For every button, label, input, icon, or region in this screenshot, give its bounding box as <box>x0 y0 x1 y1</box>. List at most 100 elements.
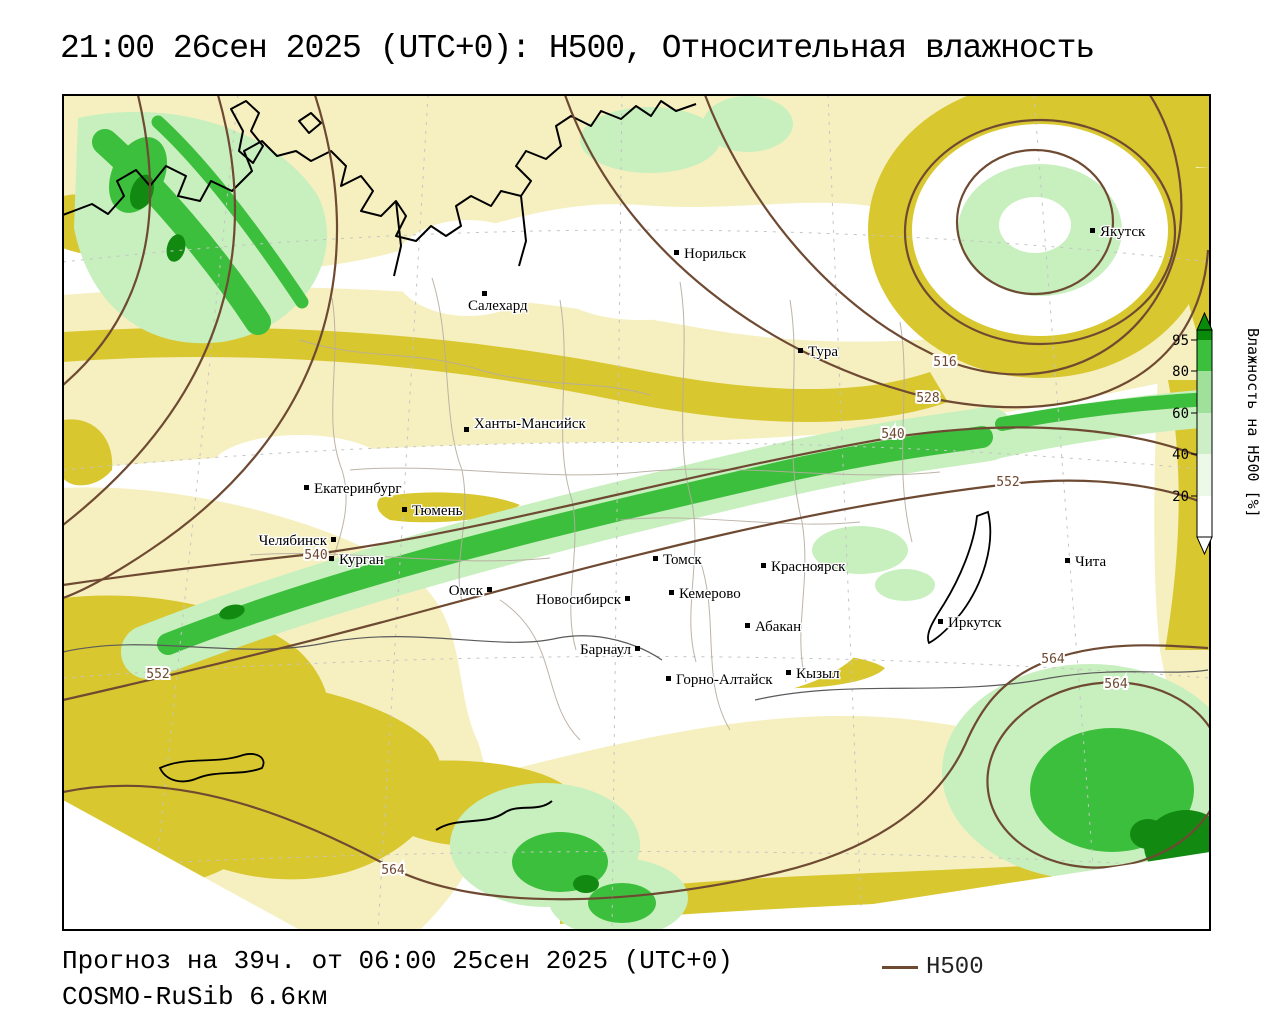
humidity-band-green <box>157 426 993 655</box>
city: Горно-Алтайск <box>666 671 775 689</box>
city-label: Красноярск <box>771 559 846 575</box>
city: Чита <box>1065 553 1108 571</box>
colorbar-tick: 95 <box>1172 333 1189 349</box>
humidity-region-darkgreen <box>166 234 186 262</box>
colorbar-segment <box>1197 413 1212 454</box>
city-label: Челябинск <box>259 533 328 549</box>
city: Курган <box>329 551 385 569</box>
city-label: Абакан <box>755 619 801 635</box>
humidity-region-darkgreen <box>573 875 599 893</box>
city-label: Барнаул <box>580 642 632 658</box>
city: Новосибирск <box>535 591 630 609</box>
city-marker <box>635 646 640 651</box>
city: Барнаул <box>579 641 640 659</box>
model-info: COSMO-RuSib 6.6км <box>62 982 328 1012</box>
contour-line-552 <box>63 479 1209 702</box>
city-marker <box>653 556 658 561</box>
colorbar-axis-label: Влажность на H500 [%] <box>1244 328 1262 518</box>
city-marker <box>487 587 492 592</box>
lake-balkhash <box>158 753 265 783</box>
city: Тура <box>798 343 840 361</box>
humidity-region-white <box>540 550 870 700</box>
forecast-info: Прогноз на 39ч. от 06:00 25сен 2025 (UTC… <box>62 946 733 976</box>
contour-label: 564 <box>1104 677 1128 692</box>
contour-label: 552 <box>996 475 1019 490</box>
city-label: Кызыл <box>796 666 840 682</box>
humidity-region-lightgreen <box>580 107 720 173</box>
city: Красноярск <box>761 558 847 576</box>
admin-borders <box>249 277 941 741</box>
contour-lines-trough <box>63 95 338 600</box>
humidity-band-lightgreen <box>966 389 1210 461</box>
city-label: Кемерово <box>679 586 741 602</box>
city: Норильск <box>674 245 748 263</box>
city-label: Омск <box>449 583 484 599</box>
colorbar-arrow-down <box>1196 536 1213 556</box>
contour-line-528 <box>563 95 1210 409</box>
city: Ханты-Мансийск <box>464 415 588 433</box>
colorbar-segment <box>1197 454 1212 496</box>
colorbar-tick: 20 <box>1172 489 1189 505</box>
map-canvas: 516 528 540 552 540 552 564 564 564 Нори… <box>63 95 1210 930</box>
city-label: Новосибирск <box>536 592 622 608</box>
city: Томск <box>653 551 704 569</box>
humidity-region-lightgreen <box>875 569 935 601</box>
contour-line-540 <box>63 426 1209 587</box>
city-label: Томск <box>663 552 702 568</box>
domain-edge-wedge <box>705 852 1210 930</box>
country-borders <box>63 635 1209 701</box>
city-marker <box>669 590 674 595</box>
h500-contours <box>63 95 1210 901</box>
city-marker <box>329 556 334 561</box>
contour-loop-564 <box>986 681 1210 869</box>
city: Кызыл <box>786 665 841 683</box>
contour-line <box>903 118 1177 346</box>
city-marker <box>666 676 671 681</box>
city-marker <box>674 250 679 255</box>
city-label: Ханты-Мансийск <box>474 416 587 432</box>
domain-edge-wedge <box>63 800 300 930</box>
humidity-region-darkgreen <box>219 604 245 620</box>
contour-label: 564 <box>381 863 405 878</box>
humidity-region-lightgreen <box>812 526 908 574</box>
city: Абакан <box>745 618 802 636</box>
humidity-region-darkgreen <box>1130 819 1166 849</box>
city-marker <box>625 596 630 601</box>
city: Иркутск <box>938 614 1004 632</box>
city: Омск <box>447 582 492 600</box>
humidity-region-white <box>550 240 730 320</box>
river-outline <box>435 800 553 831</box>
contour-label: 540 <box>304 548 327 563</box>
page-title: 21:00 26сен 2025 (UTC+0): H500, Относите… <box>60 30 1095 67</box>
contour-label: 552 <box>146 667 169 682</box>
city-marker <box>1065 558 1070 563</box>
city-label: Курган <box>339 552 384 568</box>
city: Екатеринбург <box>304 480 403 498</box>
colorbar-segment <box>1197 340 1212 371</box>
city-marker <box>1090 228 1095 233</box>
city-label: Горно-Алтайск <box>676 672 773 688</box>
city-marker <box>786 670 791 675</box>
humidity-region-lightgreen <box>703 96 793 152</box>
city: Якутск <box>1090 223 1147 241</box>
city-label: Иркутск <box>948 615 1002 631</box>
city-marker <box>745 623 750 628</box>
humidity-band-green <box>995 392 1210 431</box>
humidity-region-white <box>393 220 543 316</box>
city-label: Чита <box>1075 554 1107 570</box>
city-marker <box>938 619 943 624</box>
colorbar: 95 80 60 40 20 <box>1172 311 1213 556</box>
cities: Норильск Салехард Тура Якутск Ханты-Манс… <box>257 223 1147 690</box>
city-label: Салехард <box>468 298 528 314</box>
humidity-region-green <box>588 883 656 923</box>
legend-label: H500 <box>926 954 984 981</box>
contour-label: 564 <box>1041 652 1065 667</box>
colorbar-tick: 60 <box>1172 406 1189 422</box>
island-outline <box>230 100 322 164</box>
city-label: Тура <box>808 344 838 360</box>
colorbar-tick: 80 <box>1172 364 1189 380</box>
contour-label: 540 <box>881 427 904 442</box>
contour-label: 528 <box>916 391 939 406</box>
contour-line-516 <box>703 95 1183 376</box>
